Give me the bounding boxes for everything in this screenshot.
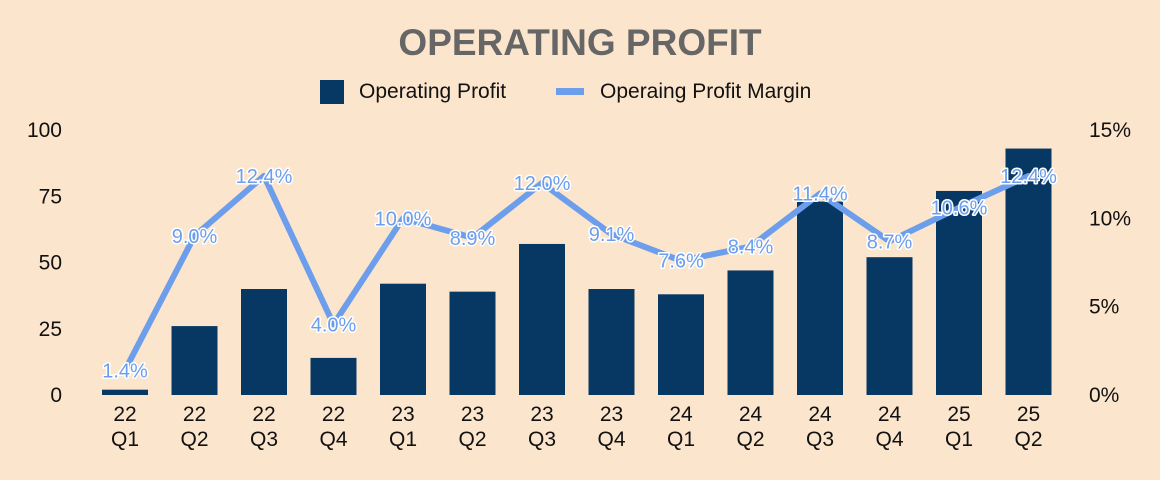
margin-data-label: 9.0% [172, 226, 218, 248]
bar [936, 190, 982, 395]
y-axis-left: 0 25 50 75 100 [27, 119, 62, 407]
x-tick-year: 22 [322, 403, 345, 426]
margin-data-label: 12.4% [236, 166, 293, 188]
bar-series [102, 148, 1052, 395]
y-left-tick-label: 50 [39, 252, 62, 275]
x-tick-year: 24 [808, 403, 832, 426]
x-tick-quarter: Q2 [736, 428, 764, 451]
x-tick-year: 22 [183, 403, 206, 426]
margin-data-label: 10.6% [931, 198, 988, 220]
x-tick-quarter: Q1 [945, 428, 973, 451]
line-series: 1.4% 9.0% 12.4% 4.0% 10.0% 8.9% 12.0% 9.1% 7.6% 8… [101, 164, 1059, 383]
margin-data-label: 1.4% [102, 360, 148, 382]
x-tick-year: 23 [600, 403, 623, 426]
bar [102, 389, 148, 395]
x-tick-year: 22 [252, 403, 275, 426]
bar [588, 289, 635, 395]
x-tick-quarter: Q3 [250, 428, 278, 451]
chart-title: OPERATING PROFIT [398, 22, 762, 63]
x-tick-year: 24 [669, 403, 693, 426]
x-tick-year: 25 [947, 403, 970, 426]
legend-line-swatch [556, 88, 584, 95]
bar [241, 289, 287, 395]
y-left-tick-label: 100 [27, 119, 62, 142]
x-tick-year: 23 [530, 403, 553, 426]
x-tick-year: 25 [1017, 403, 1040, 426]
x-axis: 22Q122Q222Q322Q423Q123Q223Q323Q424Q124Q2… [111, 403, 1043, 451]
bar [449, 291, 496, 395]
x-tick-quarter: Q2 [458, 428, 486, 451]
legend-label-operating-profit: Operating Profit [359, 80, 506, 103]
x-tick-year: 23 [391, 403, 414, 426]
margin-data-label: 11.4% [792, 184, 847, 206]
margin-data-label: 10.0% [375, 208, 432, 230]
x-tick-quarter: Q1 [667, 428, 695, 451]
margin-data-label: 4.0% [311, 314, 357, 336]
y-right-tick-label: 5% [1089, 296, 1119, 319]
margin-data-label: 8.7% [867, 231, 913, 253]
y-right-tick-label: 10% [1089, 207, 1131, 230]
bar [380, 283, 426, 395]
x-tick-quarter: Q4 [875, 428, 903, 451]
margin-data-label: 12.4% [1000, 166, 1057, 188]
x-tick-quarter: Q1 [111, 428, 139, 451]
x-tick-quarter: Q2 [1014, 428, 1042, 451]
y-right-tick-label: 0% [1089, 384, 1119, 407]
y-left-tick-label: 0 [50, 384, 62, 407]
x-tick-quarter: Q3 [806, 428, 834, 451]
x-tick-quarter: Q4 [597, 428, 625, 451]
margin-data-label: 7.6% [658, 251, 704, 273]
bar [658, 294, 704, 395]
bar [519, 243, 565, 395]
x-tick-year: 24 [878, 403, 902, 426]
bar [171, 326, 218, 395]
bar [797, 201, 843, 395]
margin-data-label: 9.1% [589, 224, 635, 246]
y-left-tick-label: 75 [39, 185, 62, 208]
x-tick-quarter: Q1 [389, 428, 417, 451]
bar [310, 357, 357, 395]
x-tick-year: 23 [461, 403, 484, 426]
bar [866, 257, 913, 395]
bar [1005, 148, 1052, 395]
margin-line [122, 172, 1032, 374]
y-left-tick-label: 25 [39, 318, 62, 341]
bar [727, 270, 774, 395]
margin-data-label: 8.4% [728, 237, 774, 259]
legend: Operating Profit Operaing Profit Margin [320, 80, 811, 104]
margin-data-label: 12.0% [514, 173, 571, 195]
x-tick-quarter: Q3 [528, 428, 556, 451]
y-right-tick-label: 15% [1089, 119, 1131, 142]
y-axis-right: 0% 5% 10% 15% [1089, 119, 1131, 407]
x-tick-quarter: Q4 [319, 428, 347, 451]
x-tick-quarter: Q2 [180, 428, 208, 451]
x-tick-year: 24 [739, 403, 763, 426]
legend-bar-swatch [320, 80, 344, 104]
x-tick-year: 22 [113, 403, 136, 426]
margin-data-label: 8.9% [450, 228, 496, 250]
legend-label-operating-profit-margin: Operaing Profit Margin [600, 80, 811, 103]
